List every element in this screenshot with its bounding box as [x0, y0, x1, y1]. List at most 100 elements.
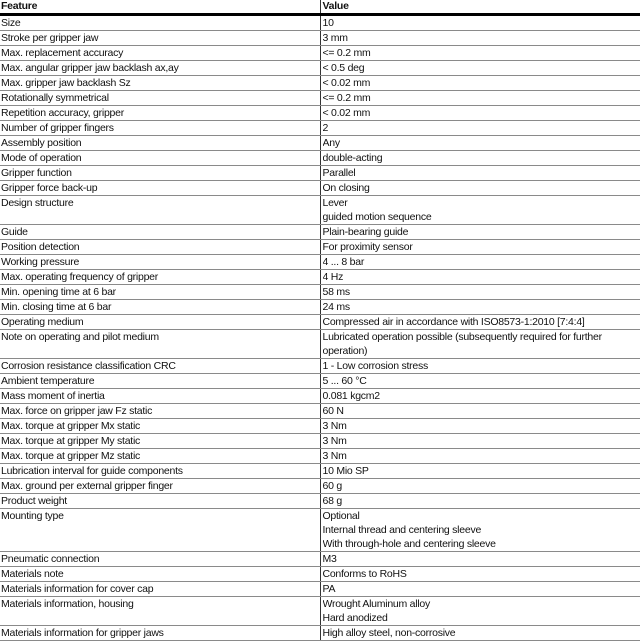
feature-cell: Materials note [0, 567, 320, 582]
value-cell: 24 ms [320, 300, 640, 315]
value-line: 10 [323, 16, 640, 30]
value-line: 60 N [323, 404, 640, 418]
value-line: operation) [323, 344, 640, 358]
value-cell: Parallel [320, 166, 640, 181]
value-cell: 3 mm [320, 31, 640, 46]
value-line: <= 0.2 mm [323, 91, 640, 105]
value-line: 3 Nm [323, 434, 640, 448]
value-line: Plain-bearing guide [323, 225, 640, 239]
value-cell: Any [320, 136, 640, 151]
value-cell: 0.081 kgcm2 [320, 389, 640, 404]
feature-cell: Max. torque at gripper Mx static [0, 419, 320, 434]
value-line: 68 g [323, 494, 640, 508]
value-cell: < 0.02 mm [320, 106, 640, 121]
value-cell: < 0.02 mm [320, 76, 640, 91]
value-line: With through-hole and centering sleeve [323, 537, 640, 551]
value-line: Lubricated operation possible (subsequen… [323, 330, 640, 344]
feature-cell: Max. angular gripper jaw backlash ax,ay [0, 61, 320, 76]
feature-cell: Max. force on gripper jaw Fz static [0, 404, 320, 419]
feature-cell: Max. torque at gripper Mz static [0, 449, 320, 464]
value-cell: Compressed air in accordance with ISO857… [320, 315, 640, 330]
value-line: 4 ... 8 bar [323, 255, 640, 269]
table-row: Max. angular gripper jaw backlash ax,ay<… [0, 61, 640, 76]
value-line: Internal thread and centering sleeve [323, 523, 640, 537]
value-cell: 3 Nm [320, 449, 640, 464]
value-line: 1 - Low corrosion stress [323, 359, 640, 373]
value-line: guided motion sequence [323, 210, 640, 224]
value-line: High alloy steel, non-corrosive [323, 626, 640, 640]
value-cell: 1 - Low corrosion stress [320, 359, 640, 374]
value-line: 24 ms [323, 300, 640, 314]
value-cell: Lubricated operation possible (subsequen… [320, 330, 640, 359]
value-cell: 10 [320, 15, 640, 31]
value-line: For proximity sensor [323, 240, 640, 254]
feature-cell: Gripper force back-up [0, 181, 320, 196]
feature-column-header: Feature [0, 0, 320, 15]
value-cell: 4 ... 8 bar [320, 255, 640, 270]
value-cell: 3 Nm [320, 419, 640, 434]
value-cell: 4 Hz [320, 270, 640, 285]
value-cell: 60 g [320, 479, 640, 494]
value-line: < 0.02 mm [323, 106, 640, 120]
feature-cell: Max. operating frequency of gripper [0, 270, 320, 285]
value-line: double-acting [323, 151, 640, 165]
feature-cell: Min. opening time at 6 bar [0, 285, 320, 300]
value-cell: PA [320, 582, 640, 597]
value-line: 3 mm [323, 31, 640, 45]
value-line: Any [323, 136, 640, 150]
value-line: <= 0.2 mm [323, 46, 640, 60]
value-line: On closing [323, 181, 640, 195]
value-line: Parallel [323, 166, 640, 180]
feature-cell: Mounting type [0, 509, 320, 552]
feature-cell: Lubrication interval for guide component… [0, 464, 320, 479]
value-line: Hard anodized [323, 611, 640, 625]
feature-cell: Gripper function [0, 166, 320, 181]
feature-cell: Position detection [0, 240, 320, 255]
value-cell: 5 ... 60 °C [320, 374, 640, 389]
value-line: 2 [323, 121, 640, 135]
feature-cell: Design structure [0, 196, 320, 225]
feature-cell: Materials information for gripper jaws [0, 626, 320, 641]
table-row: Max. replacement accuracy<= 0.2 mm [0, 46, 640, 61]
feature-cell: Materials information, housing [0, 597, 320, 626]
table-row: Rotationally symmetrical<= 0.2 mm [0, 91, 640, 106]
value-cell: High alloy steel, non-corrosive [320, 626, 640, 641]
feature-cell: Mode of operation [0, 151, 320, 166]
feature-cell: Ambient temperature [0, 374, 320, 389]
value-line: Lever [323, 196, 640, 210]
value-line: PA [323, 582, 640, 596]
value-line: Optional [323, 509, 640, 523]
value-line: 60 g [323, 479, 640, 493]
value-cell: 10 Mio SP [320, 464, 640, 479]
table-row: Repetition accuracy, gripper< 0.02 mm [0, 106, 640, 121]
feature-cell: Max. replacement accuracy [0, 46, 320, 61]
value-cell: 68 g [320, 494, 640, 509]
feature-cell: Max. torque at gripper My static [0, 434, 320, 449]
feature-cell: Working pressure [0, 255, 320, 270]
feature-cell: Materials information for cover cap [0, 582, 320, 597]
